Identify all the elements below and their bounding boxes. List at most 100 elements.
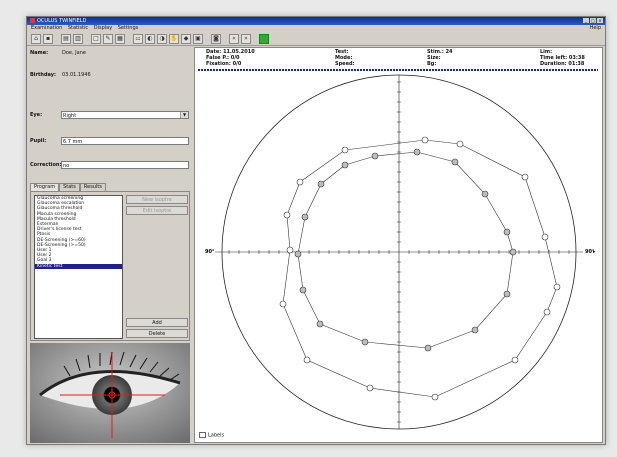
eye-select[interactable]: Right ▼	[61, 111, 189, 119]
birthday-label: Birthday:	[30, 72, 56, 78]
menu-examination[interactable]: Examination	[31, 25, 63, 31]
isopter-point	[543, 308, 551, 316]
program-list-item[interactable]: Glaucoma threshold	[37, 206, 83, 212]
program-list-item[interactable]: Esterman	[37, 222, 59, 228]
mode-info: Mode:	[335, 55, 353, 61]
pupil-label: Pupil:	[30, 138, 47, 144]
program-list[interactable]: Glaucoma screening Glaucoma escalation Gla…	[34, 195, 123, 339]
isopter-point	[301, 213, 309, 221]
name-label: Name:	[30, 50, 49, 56]
app-window: OCULUS TWINFIELD _ □ × Examination Stati…	[26, 16, 606, 445]
fields-icon[interactable]: ⚏	[133, 33, 143, 44]
pen-icon[interactable]: ✎	[103, 33, 113, 44]
isopter-point	[456, 140, 464, 148]
program-list-item[interactable]: DE-Screening (>=50)	[37, 242, 86, 248]
program-list-item[interactable]: Ptosis	[37, 232, 51, 238]
menu-help[interactable]: Help	[589, 25, 601, 31]
program-list-item[interactable]: Glaucoma escalation	[37, 201, 85, 207]
chevron-down-icon[interactable]: ▼	[180, 112, 188, 118]
isopter-point	[283, 211, 291, 219]
maximize-button[interactable]: □	[590, 18, 596, 23]
open-folder-icon[interactable]: ⌂	[31, 33, 41, 44]
tab-results[interactable]: Results	[79, 183, 106, 191]
test-info: Test:	[335, 49, 349, 55]
correction-input[interactable]: no	[61, 161, 189, 169]
tab-stats[interactable]: Stats	[59, 183, 80, 191]
program-list-item[interactable]: Macula threshold	[37, 216, 76, 222]
add-button[interactable]: Add	[126, 318, 188, 327]
stimulus-icon[interactable]: ◆	[181, 33, 191, 44]
isopter-point	[424, 344, 432, 352]
isopter-point	[421, 136, 429, 144]
isopter-point	[503, 228, 511, 236]
rewind-icon[interactable]: «	[229, 33, 239, 44]
delete-button[interactable]: Delete	[126, 329, 188, 338]
isopter-point	[294, 250, 302, 258]
visual-field-chart[interactable]: 90° 90° ▸	[195, 72, 602, 442]
isopter-point	[299, 286, 307, 294]
close-button[interactable]: ×	[597, 18, 603, 23]
isopter-point	[366, 384, 374, 392]
camera-icon[interactable]: ◙	[211, 33, 221, 44]
isopter-point	[413, 148, 421, 156]
size-info: Size:	[427, 55, 441, 61]
isopter-point	[431, 393, 439, 401]
tab-strip: Program Stats Results	[30, 183, 106, 191]
date-info: Date: 11.05.2010	[206, 49, 255, 55]
program-list-item[interactable]: User 1	[37, 248, 52, 254]
program-list-item[interactable]: Macula screening	[37, 211, 77, 217]
program-list-item[interactable]: DE-Screening (>=60)	[37, 237, 86, 243]
isopter-point	[279, 300, 287, 308]
print-preview-icon[interactable]: ▥	[73, 33, 83, 44]
isopter-point	[541, 233, 549, 241]
labels-checkbox[interactable]: Labels	[199, 432, 224, 439]
program-list-item[interactable]: Goal 3	[37, 258, 52, 264]
report-icon[interactable]: ▣	[193, 33, 203, 44]
isopter-point	[503, 290, 511, 298]
forward-icon[interactable]: »	[241, 33, 251, 44]
isopter-point	[341, 161, 349, 169]
eye-camera-image	[30, 343, 190, 443]
title-bar: OCULUS TWINFIELD _ □ ×	[27, 17, 605, 25]
isopter-point	[521, 173, 529, 181]
axis-label-left: 90°	[205, 249, 215, 255]
save-icon[interactable]: ▪	[43, 33, 53, 44]
pupil-input[interactable]: 6.7 mm	[61, 137, 189, 145]
start-icon[interactable]	[259, 33, 269, 44]
tab-program[interactable]: Program	[30, 183, 60, 191]
new-isoptre-button[interactable]: New isoptre	[126, 195, 188, 204]
isopter-point	[481, 190, 489, 198]
program-list-item[interactable]: User 2	[37, 253, 52, 259]
grid-icon[interactable]: ▦	[115, 33, 125, 44]
window-icon[interactable]: □	[91, 33, 101, 44]
birthday-value: 03.01.1946	[62, 72, 91, 78]
eye-select-value: Right	[63, 113, 77, 119]
isopter-point	[316, 320, 324, 328]
hand-icon[interactable]: ✋	[169, 33, 179, 44]
window-title: OCULUS TWINFIELD	[37, 18, 87, 24]
menu-display[interactable]: Display	[93, 25, 113, 31]
app-icon	[30, 18, 35, 23]
right-arrow-icon: ▸	[593, 249, 596, 255]
eye-left-icon[interactable]: ◐	[145, 33, 155, 44]
edit-isoptre-button[interactable]: Edit isoptre	[126, 206, 188, 215]
time-left-info: Time left: 03:38	[540, 55, 585, 61]
fixation-info: Fixation: 0/0	[206, 61, 242, 67]
eye-label: Eye:	[30, 112, 43, 118]
minimize-button[interactable]: _	[583, 18, 589, 23]
isopter-point	[471, 326, 479, 334]
isopter-point	[451, 158, 459, 166]
axis-label-right: 90°	[585, 249, 595, 255]
program-list-item[interactable]: Driver's license test	[37, 227, 82, 233]
isopter-point	[553, 283, 561, 291]
correction-label: Correction:	[30, 162, 62, 168]
program-list-item[interactable]: Glaucoma screening	[37, 196, 84, 201]
eye-right-icon[interactable]: ◑	[157, 33, 167, 44]
program-list-item[interactable]: Kinetic test	[35, 263, 122, 269]
menu-statistic[interactable]: Statistic	[67, 25, 89, 31]
print-icon[interactable]: ▤	[61, 33, 71, 44]
menu-settings[interactable]: Settings	[117, 25, 139, 31]
isopter-point	[303, 356, 311, 364]
perimetry-panel: Date: 11.05.2010 False P.: 0/0 Fixation:…	[194, 47, 603, 443]
toolbar: ⌂ ▪ ▤ ▥ □ ✎ ▦ ⚏ ◐ ◑ ✋ ◆ ▣ ◙ « »	[27, 32, 605, 46]
